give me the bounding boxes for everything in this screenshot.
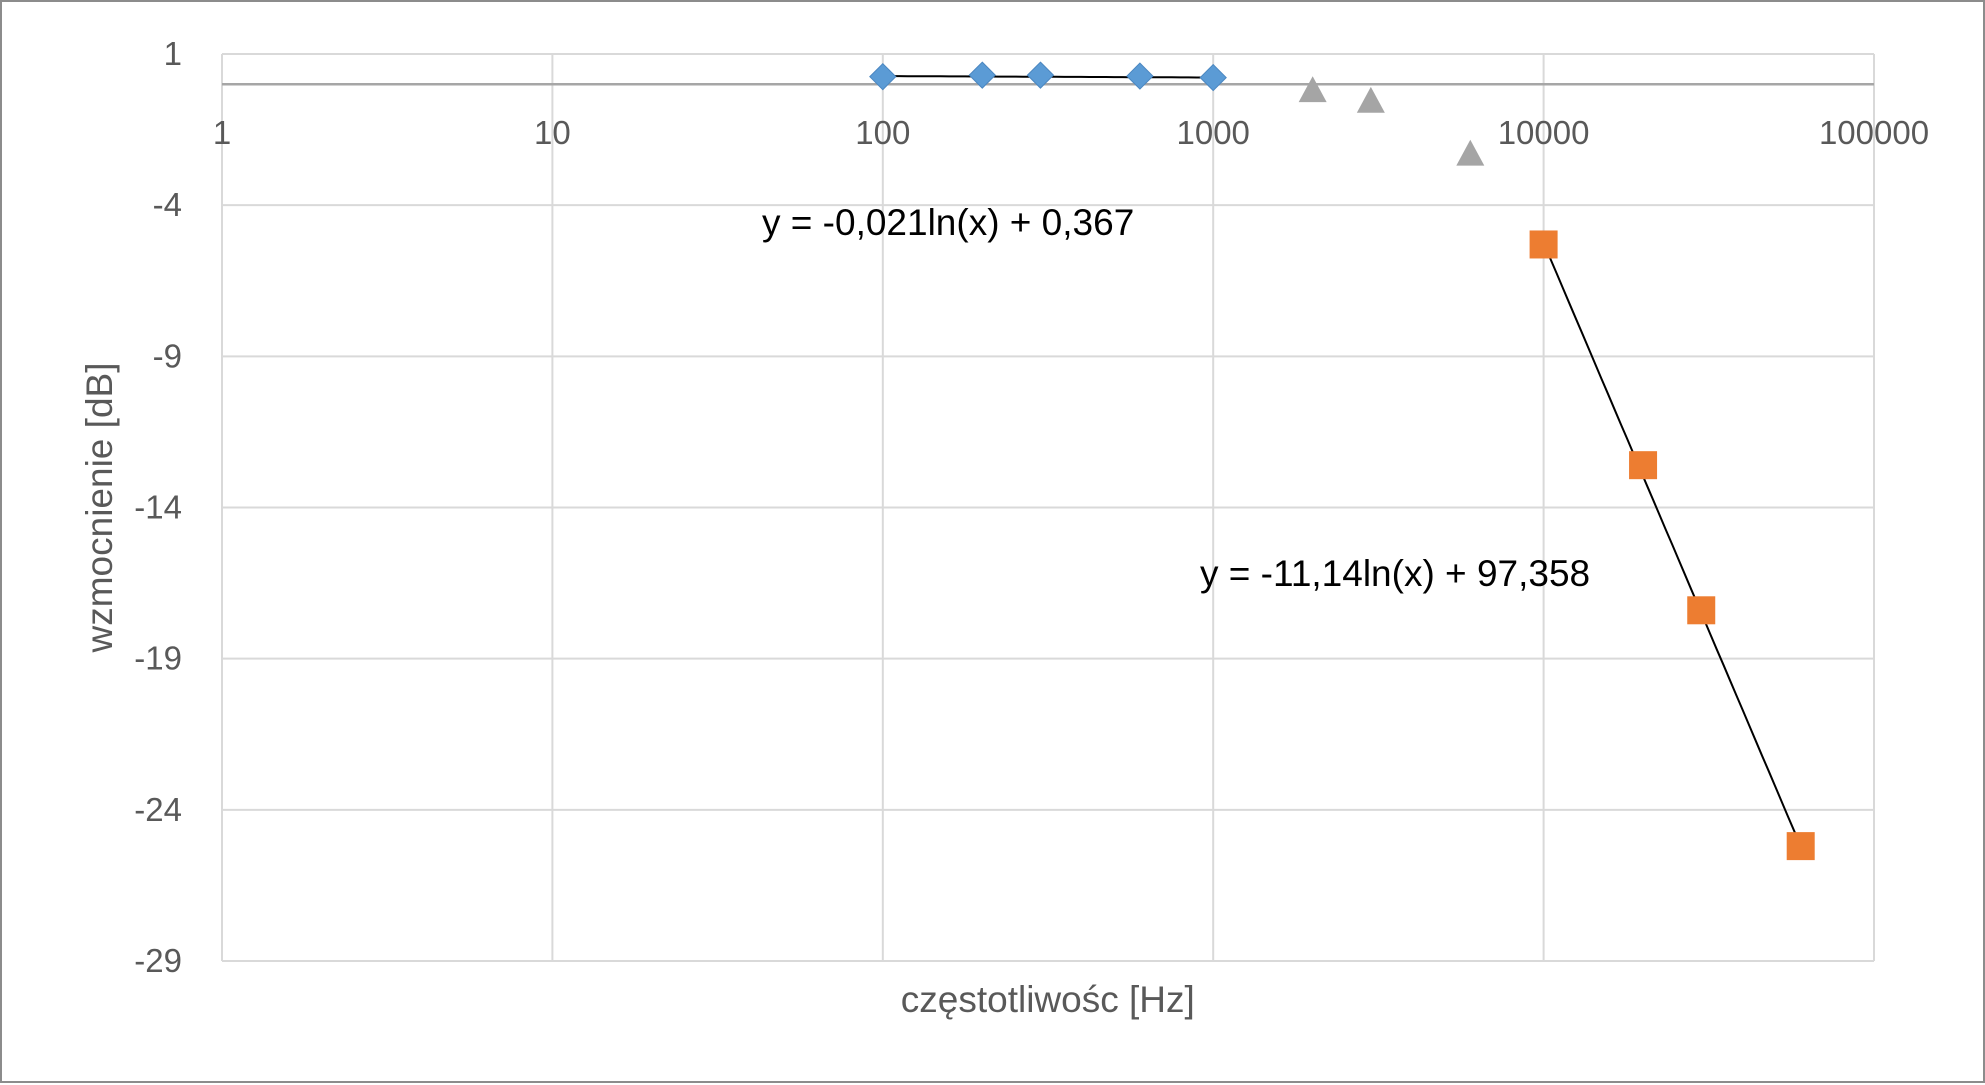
gridlines [221, 53, 1875, 962]
series-3-square-point-4 [1786, 832, 1815, 861]
series-3-square-point-1 [1529, 230, 1558, 259]
trendline-equation-2: y = -11,14ln(x) + 97,358 [1200, 553, 1590, 594]
series-1-diamond-point-3 [1026, 61, 1055, 89]
x-tick-label-1: 10 [534, 114, 571, 151]
y-tick-label-5: -24 [134, 791, 182, 828]
x-tick-label-2: 100 [855, 114, 910, 151]
x-axis-title: częstotliwośc [Hz] [901, 979, 1195, 1020]
series-2-triangle-point-3 [1456, 139, 1485, 166]
y-tick-label-6: -29 [134, 942, 182, 979]
y-axis-title: wzmocnienie [dB] [79, 363, 120, 654]
series-2-triangle-point-2 [1356, 86, 1385, 113]
y-tick-label-4: -19 [134, 640, 182, 677]
x-tick-labels: 1 10 100 1000 10000 100000 [213, 114, 1929, 151]
series-1-diamond-point-4 [1126, 62, 1154, 90]
trendline-equation-1: y = -0,021ln(x) + 0,367 [762, 202, 1134, 243]
y-tick-labels: 1 -4 -9 -14 -19 -24 -29 [134, 35, 182, 979]
series-1-diamond-point-1 [869, 62, 897, 91]
trendlines [882, 75, 1802, 847]
y-tick-label-1: -4 [153, 186, 182, 223]
series-2-triangle-point-1 [1298, 76, 1327, 103]
series-3-square-point-3 [1687, 596, 1716, 625]
series-3-square-point-2 [1629, 451, 1658, 480]
y-tick-label-2: -9 [153, 337, 182, 374]
trendline-2 [1542, 242, 1802, 847]
series-1-diamond-point-5 [1199, 63, 1227, 92]
x-tick-label-5: 100000 [1819, 114, 1929, 151]
x-tick-label-4: 10000 [1498, 114, 1590, 151]
x-tick-label-0: 1 [213, 114, 231, 151]
y-tick-label-3: -14 [134, 489, 182, 526]
y-tick-label-0: 1 [164, 35, 182, 72]
x-tick-label-3: 1000 [1176, 114, 1249, 151]
data-points [869, 61, 1815, 861]
series-1-diamond-point-2 [968, 61, 996, 89]
